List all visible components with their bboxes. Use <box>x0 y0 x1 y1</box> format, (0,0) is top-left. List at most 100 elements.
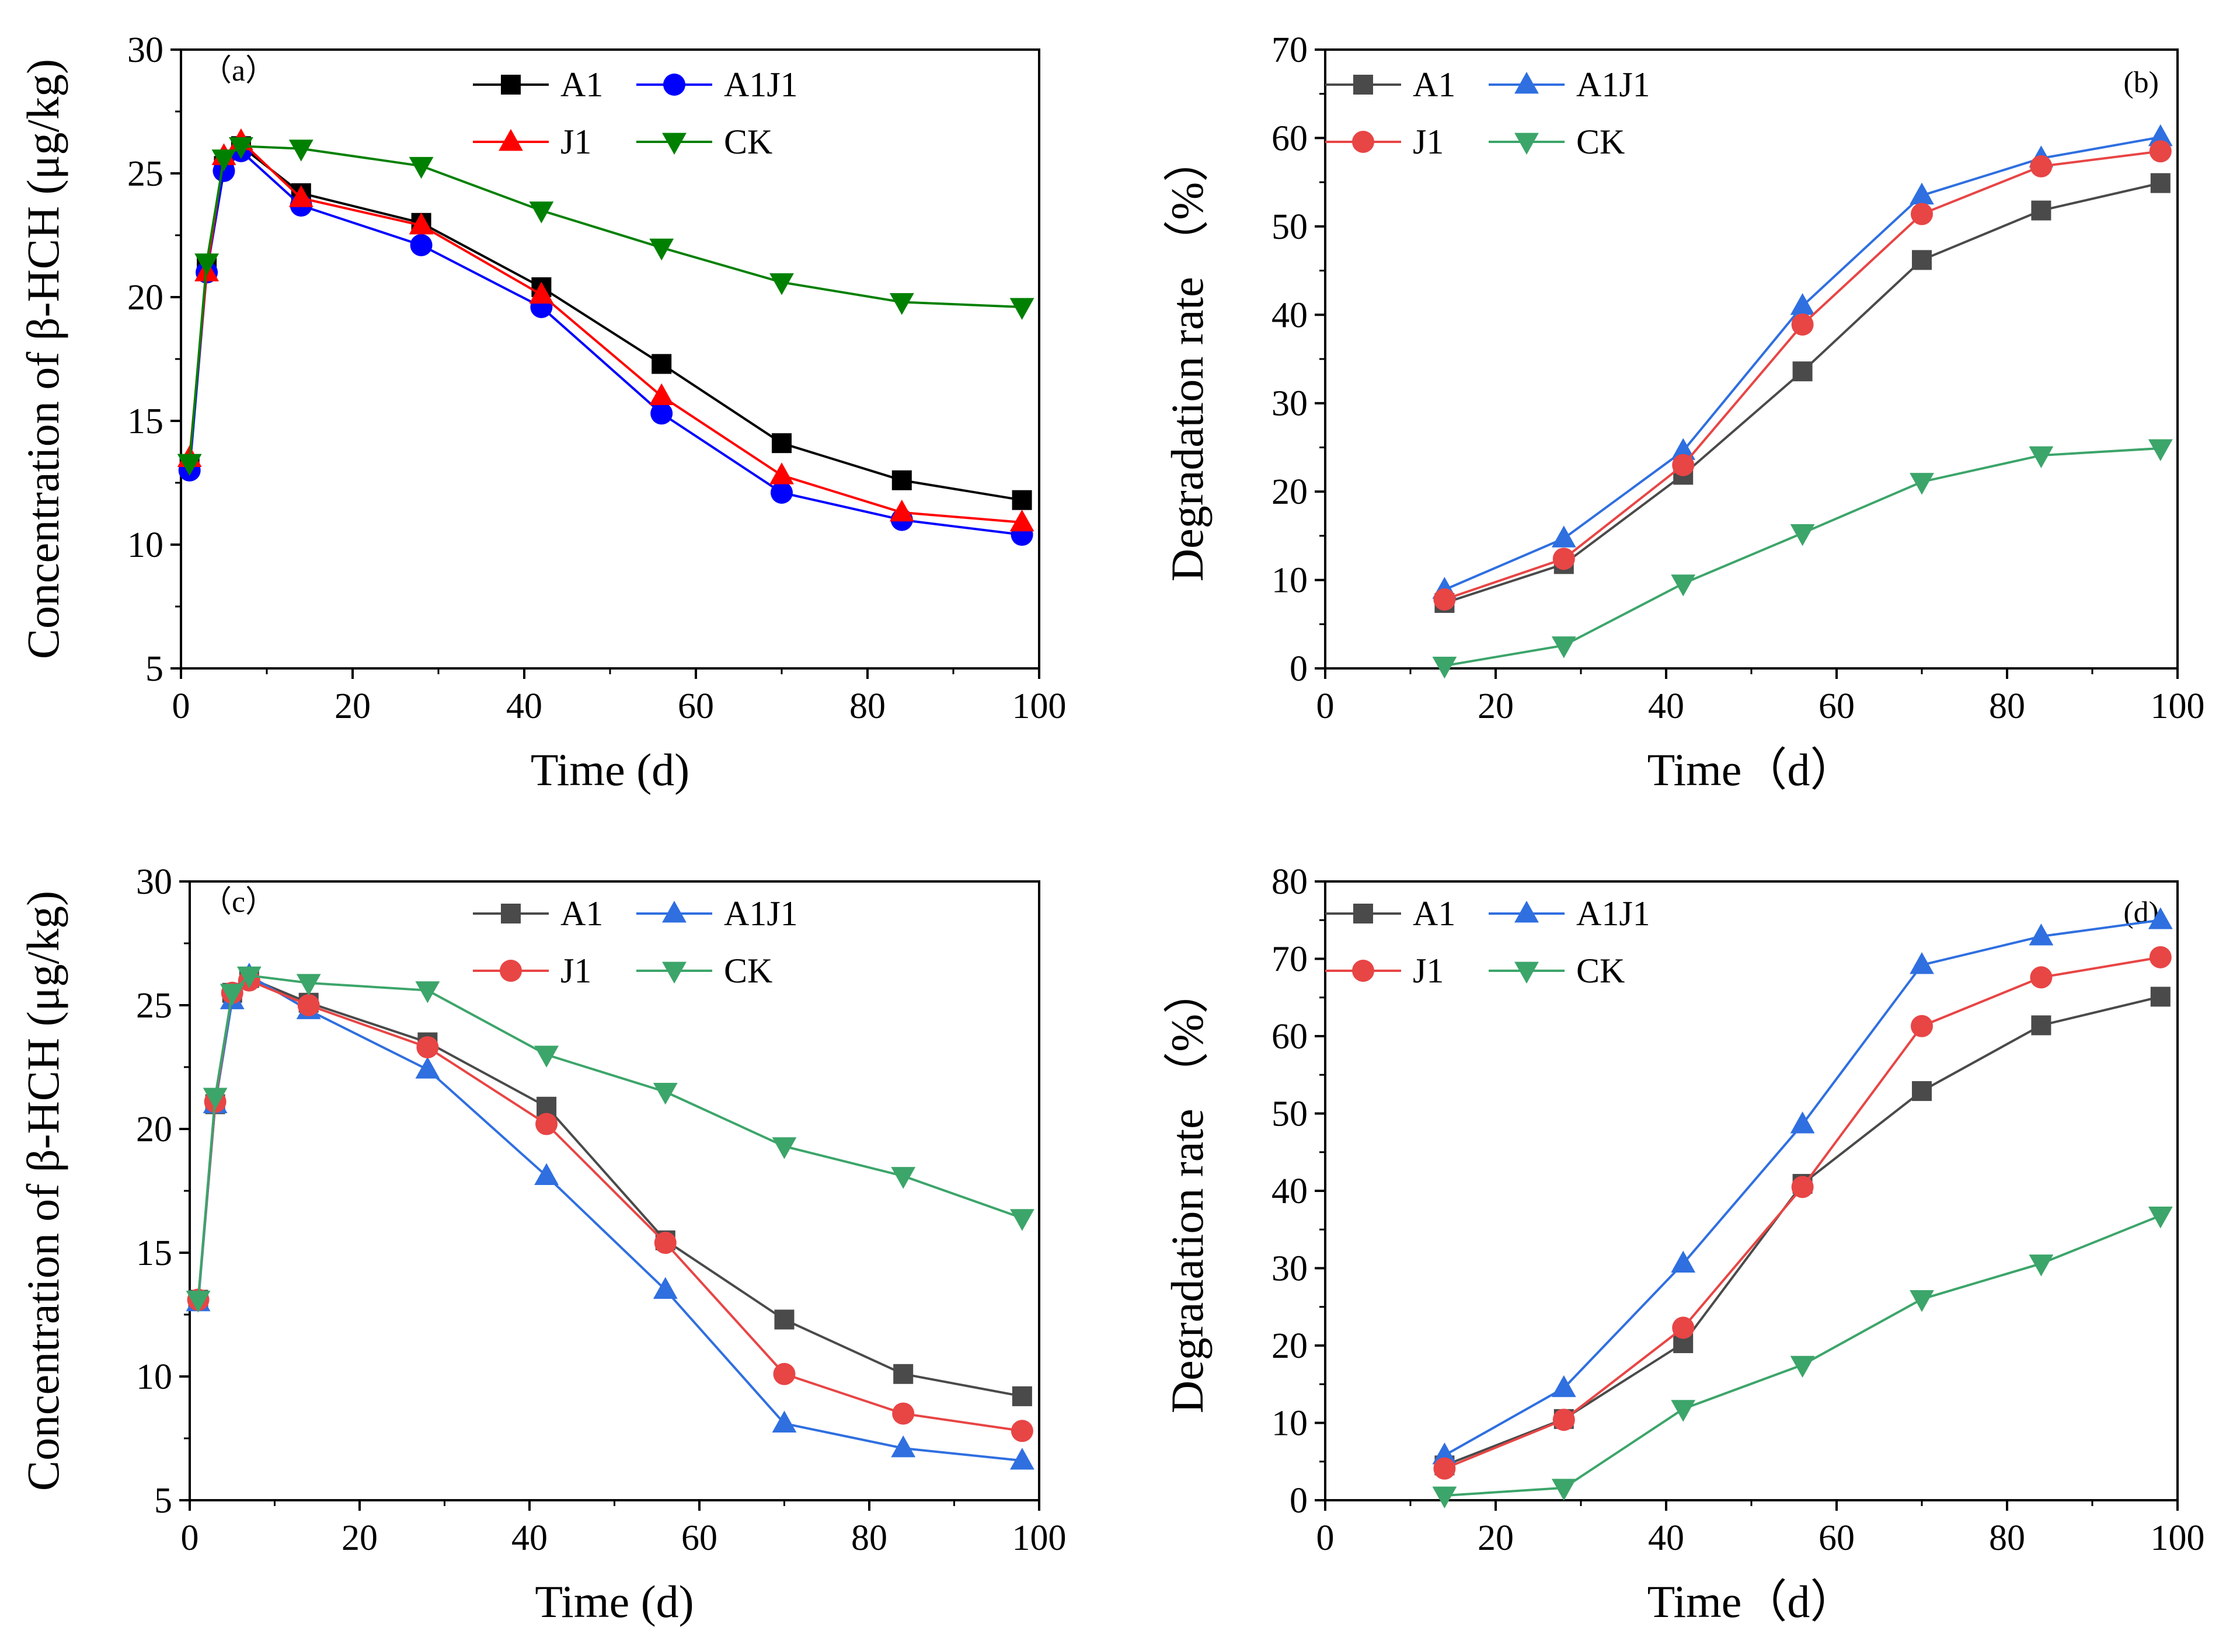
data-point <box>891 1167 916 1189</box>
legend-label: CK <box>724 123 772 161</box>
series-A1J1 <box>1432 907 2173 1465</box>
legend-item: A1 <box>1325 894 1455 933</box>
x-tick-label: 100 <box>2151 686 2205 726</box>
data-point <box>2148 1207 2173 1229</box>
data-point <box>1790 1355 1815 1378</box>
x-axis-title: Time（d） <box>1647 744 1856 795</box>
legend-label: A1J1 <box>1576 65 1650 104</box>
y-tick-label: 30 <box>127 30 163 70</box>
x-tick-label: 60 <box>1819 686 1855 726</box>
data-point <box>1012 490 1032 510</box>
y-tick-label: 50 <box>1271 1095 1308 1134</box>
legend-label: J1 <box>560 952 591 990</box>
series-CK <box>186 966 1034 1313</box>
data-point <box>409 156 434 179</box>
data-point <box>2148 907 2173 929</box>
legend-marker <box>1514 72 1539 94</box>
legend-label: CK <box>724 952 772 990</box>
data-point <box>1552 1409 1575 1431</box>
y-tick-label: 0 <box>1290 1481 1308 1521</box>
x-tick-label: 40 <box>1648 1518 1684 1558</box>
legend-item: CK <box>636 123 772 161</box>
y-tick-label: 70 <box>1271 30 1308 70</box>
data-point <box>236 966 262 989</box>
y-tick-label: 10 <box>127 525 163 565</box>
data-point <box>893 1364 914 1384</box>
legend-marker <box>1353 904 1373 923</box>
legend-marker <box>662 133 687 155</box>
data-point <box>652 354 672 374</box>
legend-marker <box>663 74 685 96</box>
x-axis-title: Time (d) <box>535 1576 694 1627</box>
data-point <box>892 1402 915 1425</box>
data-point <box>1790 524 1815 546</box>
data-point <box>1910 182 1934 205</box>
series-line <box>197 979 1023 1433</box>
y-axis-title: Concentration of β-HCH (μg/kg) <box>18 891 68 1491</box>
x-axis-title: Time（d） <box>1647 1576 1856 1627</box>
legend-item: A1 <box>1325 65 1455 104</box>
legend-marker <box>500 960 522 982</box>
series-line <box>188 140 1022 524</box>
x-tick-label: 80 <box>1989 686 2025 726</box>
data-point <box>1672 1316 1695 1339</box>
data-point <box>409 212 434 235</box>
data-point <box>194 253 219 276</box>
y-tick-label: 40 <box>1271 1172 1308 1211</box>
series-J1 <box>187 969 1033 1442</box>
y-tick-label: 20 <box>1271 472 1308 512</box>
data-point <box>653 1083 678 1105</box>
x-tick-label: 60 <box>681 1518 717 1558</box>
legend-marker <box>662 961 687 984</box>
data-point <box>649 238 674 261</box>
y-tick-label: 50 <box>1271 207 1308 247</box>
data-point <box>535 1113 558 1135</box>
legend-item: A1J1 <box>636 894 798 933</box>
data-point <box>220 984 245 1006</box>
legend-marker <box>501 904 521 923</box>
series-line <box>1444 956 2161 1470</box>
legend-marker <box>1352 131 1374 153</box>
data-point <box>1433 588 1456 611</box>
data-point <box>2150 987 2171 1007</box>
x-tick-label: 100 <box>1012 1518 1067 1558</box>
data-point <box>771 481 793 504</box>
data-point <box>2029 1254 2054 1277</box>
data-point <box>1009 298 1034 320</box>
x-tick-label: 100 <box>1012 686 1067 726</box>
data-point <box>2150 173 2171 193</box>
series-line <box>197 974 1023 1462</box>
y-tick-label: 5 <box>154 1481 172 1521</box>
data-point <box>297 994 320 1016</box>
legend-item: CK <box>1489 123 1625 161</box>
legend: A1 A1J1 J1 CK <box>473 65 798 161</box>
data-point <box>288 185 313 207</box>
data-point <box>653 1277 678 1299</box>
y-tick-label: 20 <box>136 1110 172 1149</box>
data-point <box>534 1045 559 1068</box>
data-point <box>1671 574 1696 597</box>
data-point <box>2031 1015 2051 1036</box>
legend-marker <box>499 129 523 151</box>
legend-item: J1 <box>1325 952 1444 990</box>
legend-label: A1 <box>560 65 603 104</box>
data-point <box>1432 1442 1457 1465</box>
y-tick-label: 30 <box>1271 1249 1308 1289</box>
x-axis-title: Time (d) <box>531 744 689 795</box>
y-tick-label: 25 <box>127 154 163 194</box>
data-point <box>211 149 236 172</box>
data-point <box>2029 446 2054 469</box>
data-point <box>649 383 674 405</box>
x-tick-label: 80 <box>851 1518 887 1558</box>
y-tick-label: 60 <box>1271 119 1308 158</box>
x-tick-label: 60 <box>678 686 714 726</box>
data-point <box>650 402 673 425</box>
legend-label: A1J1 <box>1576 894 1650 933</box>
series-line <box>188 144 1022 501</box>
legend-label: J1 <box>1413 123 1444 161</box>
data-point <box>2149 946 2172 968</box>
data-point <box>177 454 202 476</box>
x-tick-label: 20 <box>335 686 371 726</box>
data-point <box>1432 657 1457 679</box>
